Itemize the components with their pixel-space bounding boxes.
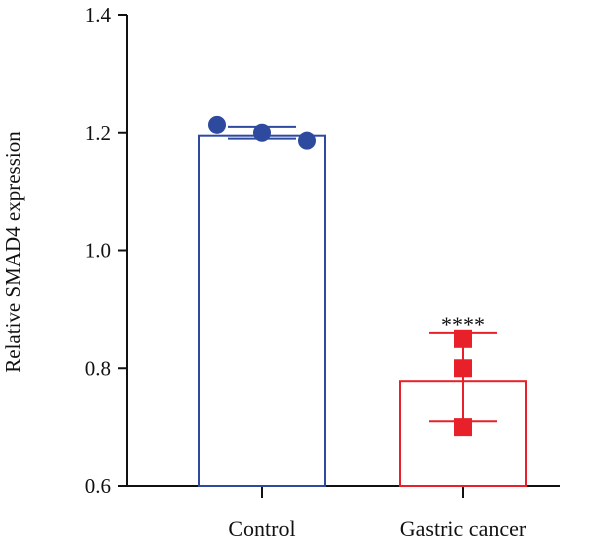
data-point-square	[454, 418, 472, 437]
data-points	[208, 115, 472, 437]
data-point-square	[454, 359, 472, 378]
significance-label: ****	[441, 312, 485, 337]
data-point-circle	[253, 123, 271, 142]
data-point-circle	[208, 115, 226, 134]
bars	[198, 134, 527, 488]
y-axis-title: Relative SMAD4 expression	[1, 131, 25, 373]
data-point-circle	[298, 131, 316, 150]
y-tick-label: 1.0	[85, 239, 111, 263]
bar-0	[198, 134, 326, 487]
axes: 0.6 0.8 1.0 1.2 1.4	[85, 3, 560, 498]
y-tick-label: 1.2	[85, 121, 111, 145]
x-category-label: Gastric cancer	[400, 516, 527, 541]
x-category-label: Control	[228, 516, 295, 541]
labels: Control Gastric cancer ****	[228, 312, 526, 541]
y-tick-label: 1.4	[85, 3, 112, 27]
y-tick-label: 0.8	[85, 356, 111, 380]
y-tick-label: 0.6	[85, 474, 111, 498]
data-point-square	[454, 329, 472, 348]
